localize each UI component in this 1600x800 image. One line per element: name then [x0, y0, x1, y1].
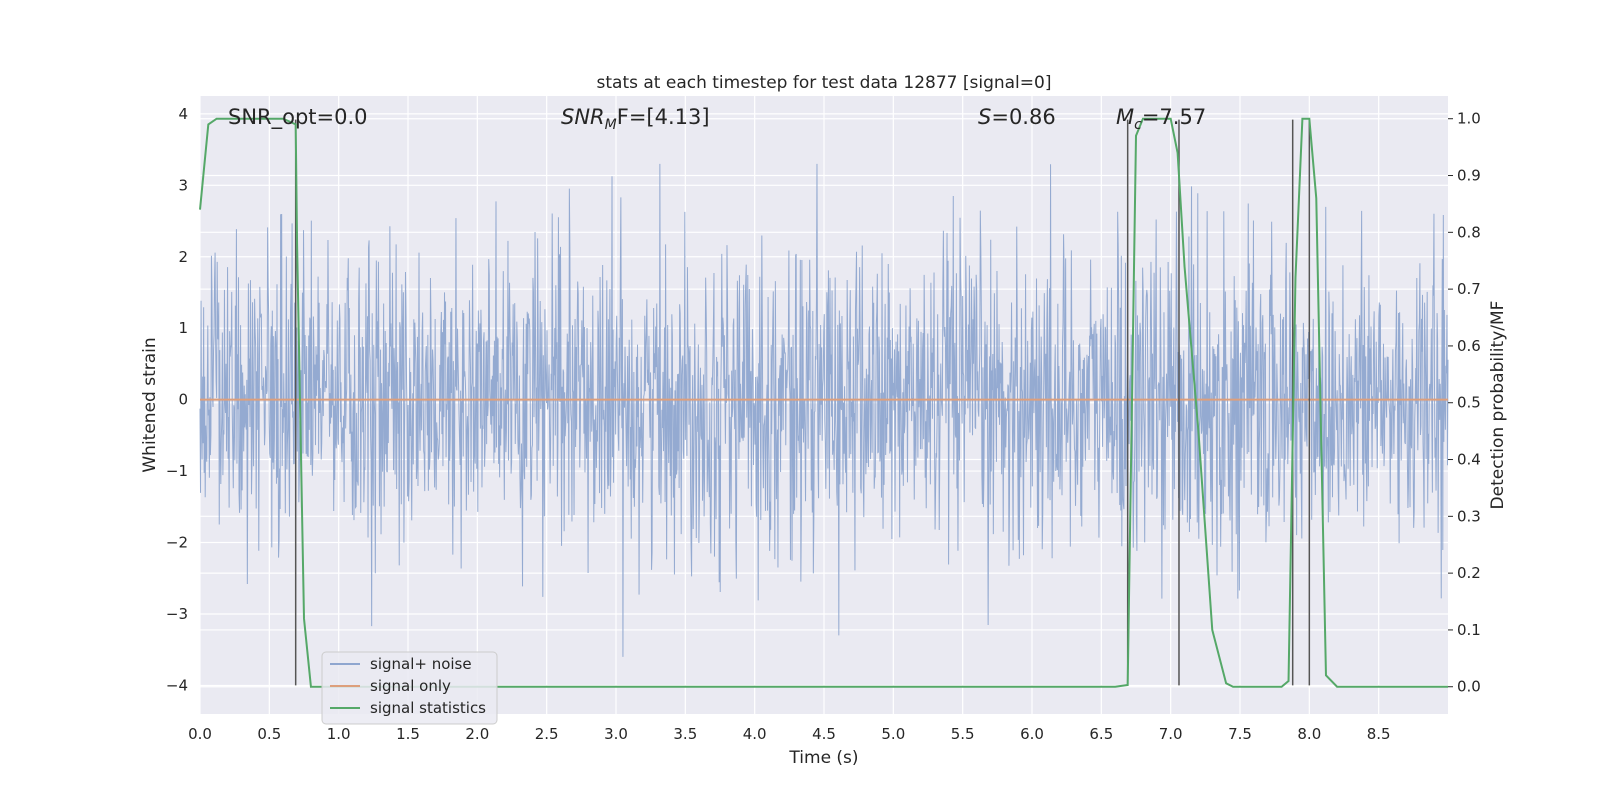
- x-tick-label: 8.0: [1297, 725, 1321, 743]
- y-right-tick-label: 0.2: [1457, 564, 1481, 582]
- annotation-s: S=0.86: [978, 105, 1056, 129]
- legend-label-signal-statistics: signal statistics: [370, 699, 486, 717]
- y-right-tick-label: 0.4: [1457, 451, 1481, 469]
- y-tick-label: −3: [166, 605, 188, 623]
- legend: signal+ noise signal only signal statist…: [321, 651, 498, 725]
- x-tick-label: 2.0: [465, 725, 489, 743]
- x-tick-label: 4.0: [743, 725, 767, 743]
- chart-title: stats at each timestep for test data 128…: [597, 73, 1052, 93]
- y-tick-label: 1: [178, 319, 188, 337]
- y-axis-label: Whitened strain: [140, 337, 160, 472]
- y-right-tick-label: 0.1: [1457, 621, 1481, 639]
- y-right-tick-label: 0.8: [1457, 223, 1481, 241]
- annotation-snr-mf-value: F=[4.13]: [617, 105, 710, 129]
- x-tick-label: 0.0: [188, 725, 212, 743]
- annotation-mc-var: M: [1116, 105, 1134, 129]
- y-right-tick-label: 0.5: [1457, 394, 1481, 412]
- y-right-tick-label: 0.7: [1457, 280, 1481, 298]
- signal-statistics-series: [199, 117, 1448, 688]
- y-right-tick-labels: 1.0 0.9 0.8 0.7 0.6 0.5 0.4 0.3 0.2 0.1 0.0: [1448, 110, 1481, 696]
- y-right-tick-label: 1.0: [1457, 110, 1481, 128]
- y-right-tick-label: 0.6: [1457, 337, 1481, 355]
- legend-box: [321, 651, 498, 725]
- x-tick-label: 3.5: [673, 725, 697, 743]
- y-right-axis-label: Detection probability/MF: [1488, 301, 1508, 510]
- annotation-s-value: =0.86: [991, 105, 1055, 129]
- signal-noise-series: [199, 163, 1449, 657]
- y-right-tick-label: 0.0: [1457, 678, 1481, 696]
- legend-label-signal-noise: signal+ noise: [370, 655, 472, 673]
- y-tick-label: 2: [178, 248, 188, 266]
- y-tick-label: −4: [166, 676, 188, 694]
- annotation-mc-value: =7.57: [1142, 105, 1206, 129]
- x-tick-label: 6.5: [1089, 725, 1113, 743]
- y-tick-label: 4: [178, 105, 188, 123]
- x-tick-label: 2.5: [535, 725, 559, 743]
- y-tick-label: −1: [166, 462, 188, 480]
- x-tick-label: 1.5: [396, 725, 420, 743]
- annotation-mc: Mc=7.57: [1116, 105, 1206, 133]
- y-right-tick-label: 0.3: [1457, 507, 1481, 525]
- y-tick-label: 3: [178, 176, 188, 194]
- x-tick-label: 1.0: [327, 725, 351, 743]
- y-tick-label: 0: [178, 391, 188, 409]
- y-tick-label: −2: [166, 534, 188, 552]
- annotation-snr-mf-main: SNR: [561, 105, 605, 129]
- signal-statistics-line: [199, 117, 1448, 688]
- x-tick-label: 8.5: [1367, 725, 1391, 743]
- x-tick-label: 7.0: [1159, 725, 1183, 743]
- x-tick-label: 6.0: [1020, 725, 1044, 743]
- x-tick-label: 5.0: [881, 725, 905, 743]
- x-axis-label: Time (s): [788, 748, 858, 768]
- annotation-s-var: S: [978, 105, 991, 129]
- annotation-snr-mf: SNRMF=[4.13]: [561, 105, 710, 133]
- signal-noise-line: [199, 163, 1449, 657]
- x-tick-label: 5.5: [951, 725, 975, 743]
- annotation-mc-sub: c: [1134, 117, 1142, 133]
- x-tick-label: 3.0: [604, 725, 628, 743]
- annotation-snr-opt: SNR_opt=0.0: [228, 105, 368, 130]
- x-tick-label: 7.5: [1228, 725, 1252, 743]
- x-tick-labels: 0.0 0.5 1.0 1.5 2.0 2.5 3.0 3.5 4.0 4.5 5.0 5.5 6.0 6…: [188, 725, 1391, 743]
- x-tick-label: 0.5: [257, 725, 281, 743]
- y-right-tick-label: 0.9: [1457, 167, 1481, 185]
- legend-label-signal-only: signal only: [370, 677, 451, 695]
- y-tick-labels: 4 3 2 1 0 −1 −2 −3 −4: [166, 105, 188, 695]
- x-tick-label: 4.5: [812, 725, 836, 743]
- annotation-snr-mf-sub: M: [605, 117, 617, 133]
